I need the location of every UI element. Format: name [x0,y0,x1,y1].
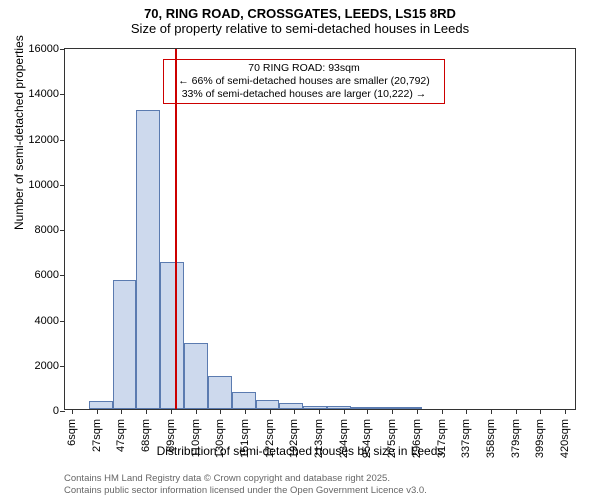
histogram-bar [136,110,160,409]
histogram-bar [89,401,113,409]
y-tick-mark [60,321,65,322]
histogram-bar [375,407,399,409]
annotation-line1: 70 RING ROAD: 93sqm [170,62,438,75]
y-tick-mark [60,366,65,367]
reference-line [175,49,177,409]
y-tick-mark [60,140,65,141]
histogram-bar [351,407,375,409]
histogram-bar [113,280,137,409]
x-tick-mark [294,409,295,414]
histogram-bar [279,403,303,409]
footer-attribution: Contains HM Land Registry data © Crown c… [64,473,427,496]
x-tick-mark [565,409,566,414]
x-tick-mark [121,409,122,414]
y-tick-mark [60,94,65,95]
y-tick-mark [60,230,65,231]
y-tick-mark [60,275,65,276]
histogram-bar [232,392,256,409]
x-tick-mark [466,409,467,414]
x-tick-mark [97,409,98,414]
title-subtitle: Size of property relative to semi-detach… [0,21,600,36]
x-tick-mark [392,409,393,414]
y-tick-mark [60,411,65,412]
histogram-bar [160,262,184,409]
histogram-bar [256,400,280,409]
x-tick-mark [220,409,221,414]
histogram-bar [327,406,351,409]
annotation-line2: ← 66% of semi-detached houses are smalle… [170,75,438,88]
y-tick-mark [60,49,65,50]
x-tick-mark [171,409,172,414]
histogram-bar [184,343,208,409]
x-tick-mark [196,409,197,414]
x-tick-mark [72,409,73,414]
x-tick-mark [417,409,418,414]
footer-line1: Contains HM Land Registry data © Crown c… [64,473,427,484]
x-tick-mark [442,409,443,414]
x-tick-mark [245,409,246,414]
annotation-box: 70 RING ROAD: 93sqm ← 66% of semi-detach… [163,59,445,104]
x-tick-mark [540,409,541,414]
y-tick-mark [60,185,65,186]
footer-line2: Contains public sector information licen… [64,485,427,496]
x-tick-mark [491,409,492,414]
histogram-bar [398,407,422,409]
title-address: 70, RING ROAD, CROSSGATES, LEEDS, LS15 8… [0,6,600,21]
x-tick-mark [344,409,345,414]
chart-title: 70, RING ROAD, CROSSGATES, LEEDS, LS15 8… [0,0,600,36]
x-tick-mark [270,409,271,414]
chart-container: 70, RING ROAD, CROSSGATES, LEEDS, LS15 8… [0,0,600,500]
x-tick-mark [319,409,320,414]
x-tick-mark [367,409,368,414]
annotation-line3: 33% of semi-detached houses are larger (… [170,88,438,101]
plot-area: 70 RING ROAD: 93sqm ← 66% of semi-detach… [64,48,576,410]
x-axis-label: Distribution of semi-detached houses by … [0,444,600,458]
x-tick-mark [146,409,147,414]
x-tick-mark [516,409,517,414]
y-axis-label: Number of semi-detached properties [12,35,26,230]
histogram-bar [208,376,232,409]
histogram-bar [303,406,327,409]
x-tick-label: 6sqm [66,415,78,446]
